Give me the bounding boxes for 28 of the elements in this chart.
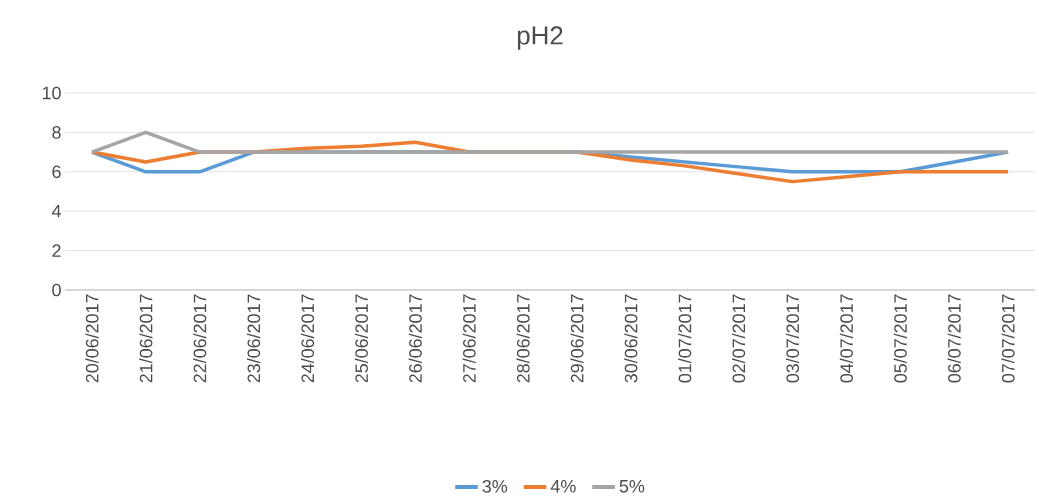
x-tick-label: 30/06/2017 (624, 294, 638, 383)
x-tick-label: 20/06/2017 (85, 294, 99, 383)
legend-label: 5% (619, 480, 645, 493)
y-tick-label: 10 (42, 86, 61, 100)
x-tick-label: 25/06/2017 (354, 294, 368, 383)
legend-label: 4% (550, 480, 576, 493)
x-tick-label: 21/06/2017 (139, 294, 153, 383)
x-tick-label: 23/06/2017 (247, 294, 261, 383)
y-tick-label: 6 (52, 165, 61, 179)
x-tick-label: 29/06/2017 (570, 294, 584, 383)
x-tick-label: 27/06/2017 (462, 294, 476, 383)
y-tick-label: 0 (52, 283, 61, 297)
x-tick-label: 05/07/2017 (893, 294, 907, 383)
x-tick-label: 02/07/2017 (732, 294, 746, 383)
y-tick-label: 4 (51, 205, 61, 218)
x-tick-label: 22/06/2017 (193, 294, 207, 383)
x-tick-label: 01/07/2017 (678, 294, 692, 383)
x-tick-label: 26/06/2017 (408, 294, 422, 383)
legend-label: 3% (482, 479, 508, 493)
x-tick-label: 28/06/2017 (516, 294, 530, 383)
x-tick-label: 04/07/2017 (839, 294, 853, 383)
y-tick-label: 8 (52, 126, 61, 139)
x-tick-label: 07/07/2017 (1001, 294, 1015, 383)
x-tick-label: 03/07/2017 (785, 294, 800, 383)
chart-title: pH2 (517, 26, 563, 50)
y-tick-label: 2 (52, 244, 61, 257)
x-tick-label: 06/07/2017 (947, 294, 961, 383)
x-tick-label: 24/06/2017 (300, 294, 315, 383)
